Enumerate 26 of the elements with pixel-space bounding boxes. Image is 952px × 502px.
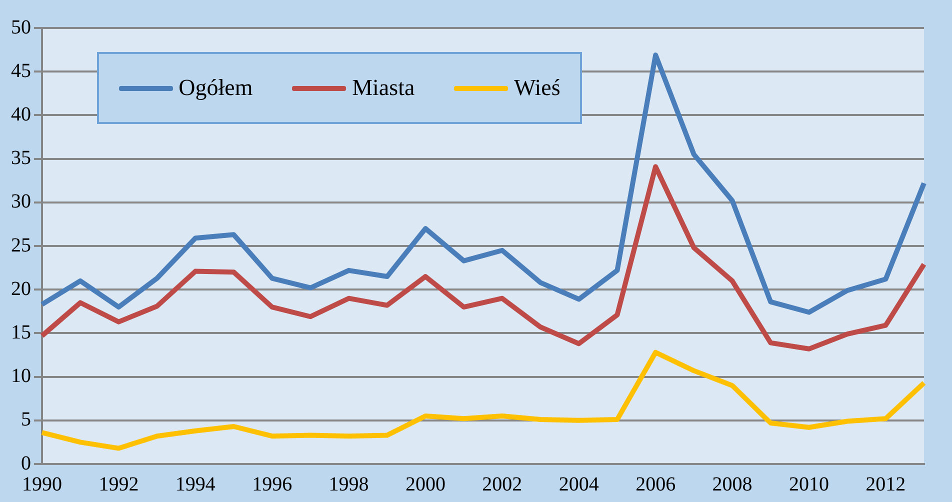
- x-tick-label: 2006: [636, 473, 676, 496]
- x-tick-label: 2010: [788, 473, 829, 496]
- y-tick-label: 15: [11, 321, 31, 344]
- x-tick-label: 2008: [712, 473, 752, 496]
- x-tick-label: 1990: [22, 473, 62, 496]
- y-tick-label: 25: [11, 234, 31, 256]
- y-tick-label: 0: [21, 452, 31, 474]
- y-tick-label: 35: [11, 147, 31, 170]
- x-tick-label: 1994: [175, 473, 216, 496]
- x-tick-label: 2012: [866, 473, 906, 496]
- y-tick-label: 20: [11, 278, 31, 300]
- y-tick-label: 50: [11, 16, 31, 38]
- y-tick-label: 45: [11, 60, 31, 82]
- x-tick-label: 1998: [328, 473, 369, 496]
- y-tick-label: 40: [11, 103, 31, 126]
- legend-label: Wieś: [514, 75, 560, 101]
- legend-label: Miasta: [352, 75, 415, 101]
- y-tick-label: 5: [21, 408, 31, 431]
- y-tick-label: 30: [11, 190, 31, 213]
- legend-label: Ogółem: [178, 75, 253, 101]
- x-tick-label: 2000: [405, 473, 446, 496]
- y-tick-label: 10: [11, 365, 31, 388]
- x-tick-label: 1992: [98, 473, 139, 496]
- x-tick-label: 2004: [558, 473, 599, 496]
- x-tick-label: 1996: [252, 473, 292, 496]
- x-tick-label: 2002: [482, 473, 522, 496]
